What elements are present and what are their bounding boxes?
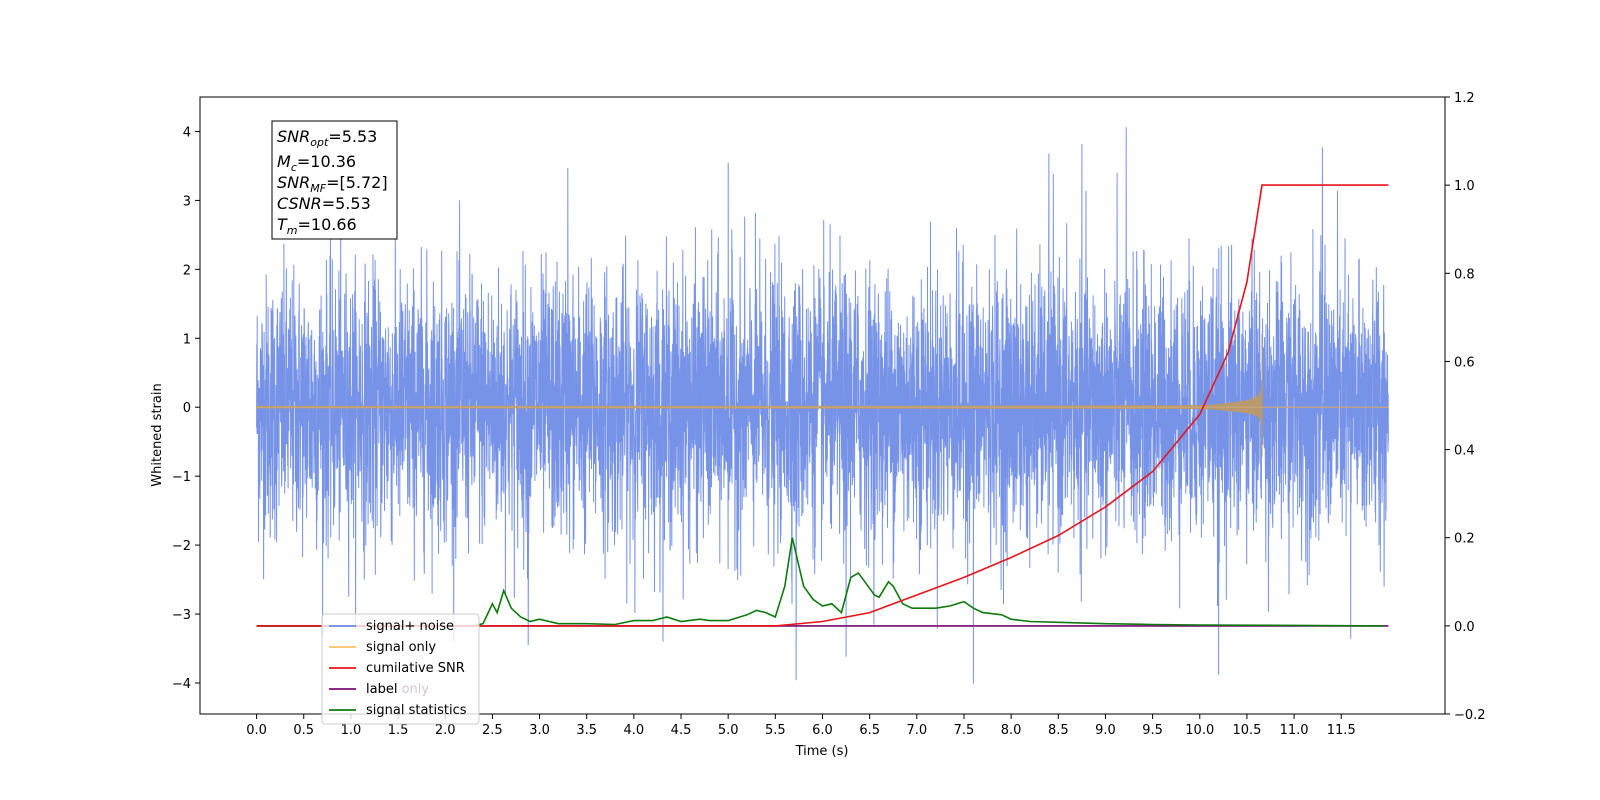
x-tick-label: 10.5: [1232, 723, 1261, 738]
info-snr-mf: SNRMF=[5.72]: [277, 173, 388, 195]
x-tick-label: 11.5: [1327, 723, 1356, 738]
series-line-signal-statistics: [256, 537, 1384, 627]
x-tick-label: 4.0: [624, 723, 645, 738]
y-tick-label: 1: [183, 332, 191, 347]
x-tick-label: 9.5: [1142, 723, 1163, 738]
y2-tick-label: 0.0: [1454, 620, 1475, 635]
x-tick-label: 1.5: [388, 723, 409, 738]
legend-label: signal+ noise: [366, 619, 454, 634]
y-tick-label: 4: [183, 125, 191, 140]
x-tick-label: 11.0: [1280, 723, 1309, 738]
plot-area: [256, 127, 1389, 684]
x-tick-label: 9.0: [1095, 723, 1116, 738]
x-tick-label: 0.5: [293, 723, 314, 738]
x-axis-label: Time (s): [795, 744, 849, 759]
signal-only-envelope: [256, 333, 1263, 457]
legend-label: label: [366, 682, 397, 697]
y2-tick-label: 0.6: [1454, 355, 1475, 370]
y2-tick-label: 0.2: [1454, 532, 1475, 547]
y2-tick-label: 0.8: [1454, 267, 1475, 282]
info-mc: Mc=10.36: [277, 152, 356, 174]
x-tick-label: 7.0: [906, 723, 927, 738]
legend-frame: [321, 613, 480, 725]
x-tick-label: 3.0: [529, 723, 550, 738]
y-tick-label: −2: [172, 539, 191, 554]
x-axis-ticks: 0.0 0.5 1.0 1.5 2.0 2.5 3.0 3.5 4.0 4.5 5.0 5.5 6.0 6…: [246, 714, 1356, 738]
legend-label-ghost: label only: [366, 682, 429, 697]
legend-label: signal only: [366, 640, 436, 655]
y2-tick-label: 1.0: [1454, 179, 1475, 194]
x-tick-label: 3.5: [576, 723, 597, 738]
x-tick-label: 5.0: [718, 723, 739, 738]
y-axis-label: Whitened strain: [150, 383, 165, 486]
legend-items: signal+ noise signal only cumilative SNR la…: [329, 619, 467, 718]
info-box-frame: [271, 120, 398, 240]
y2-tick-label: 0.4: [1454, 444, 1475, 459]
legend: signal+ noise signal only cumilative SNR la…: [321, 613, 480, 725]
x-tick-label: 5.5: [765, 723, 786, 738]
y-axis-right-ticks: −0.2 0.0 0.2 0.4 0.6 0.8 1.0 1.2: [1445, 91, 1486, 723]
info-box: SNRopt=5.53 Mc=10.36 SNRMF=[5.72] CSNR=5…: [271, 120, 398, 240]
info-tm: Tm=10.66: [277, 215, 357, 237]
y-axis-left-ticks: −4 −3 −2 −1 0 1 2 3 4: [172, 125, 200, 692]
x-tick-label: 2.5: [482, 723, 503, 738]
x-tick-label: 6.0: [812, 723, 833, 738]
legend-label: cumilative SNR: [366, 661, 465, 676]
x-tick-label: 2.0: [435, 723, 456, 738]
y-tick-label: 0: [183, 401, 191, 416]
x-tick-label: 0.0: [246, 723, 267, 738]
y2-tick-label: 1.2: [1454, 91, 1475, 106]
y-tick-label: −1: [172, 470, 191, 485]
x-tick-label: 1.0: [341, 723, 362, 738]
info-snr-opt: SNRopt=5.53: [277, 127, 377, 149]
legend-label: signal statistics: [366, 703, 467, 718]
x-tick-label: 8.0: [1001, 723, 1022, 738]
x-tick-label: 10.0: [1185, 723, 1214, 738]
signal-only-series: [256, 333, 1389, 457]
x-tick-label: 8.5: [1048, 723, 1069, 738]
series-line-cumilative-snr: [256, 184, 1389, 627]
x-tick-label: 6.5: [859, 723, 880, 738]
y-tick-label: −4: [172, 677, 191, 692]
info-csnr: CSNR=5.53: [277, 194, 371, 213]
y-tick-label: 2: [183, 263, 191, 278]
y2-tick-label: −0.2: [1454, 708, 1486, 723]
y-tick-label: −3: [172, 608, 191, 623]
x-tick-label: 7.5: [954, 723, 975, 738]
x-tick-label: 4.5: [671, 723, 692, 738]
y-tick-label: 3: [183, 194, 191, 209]
